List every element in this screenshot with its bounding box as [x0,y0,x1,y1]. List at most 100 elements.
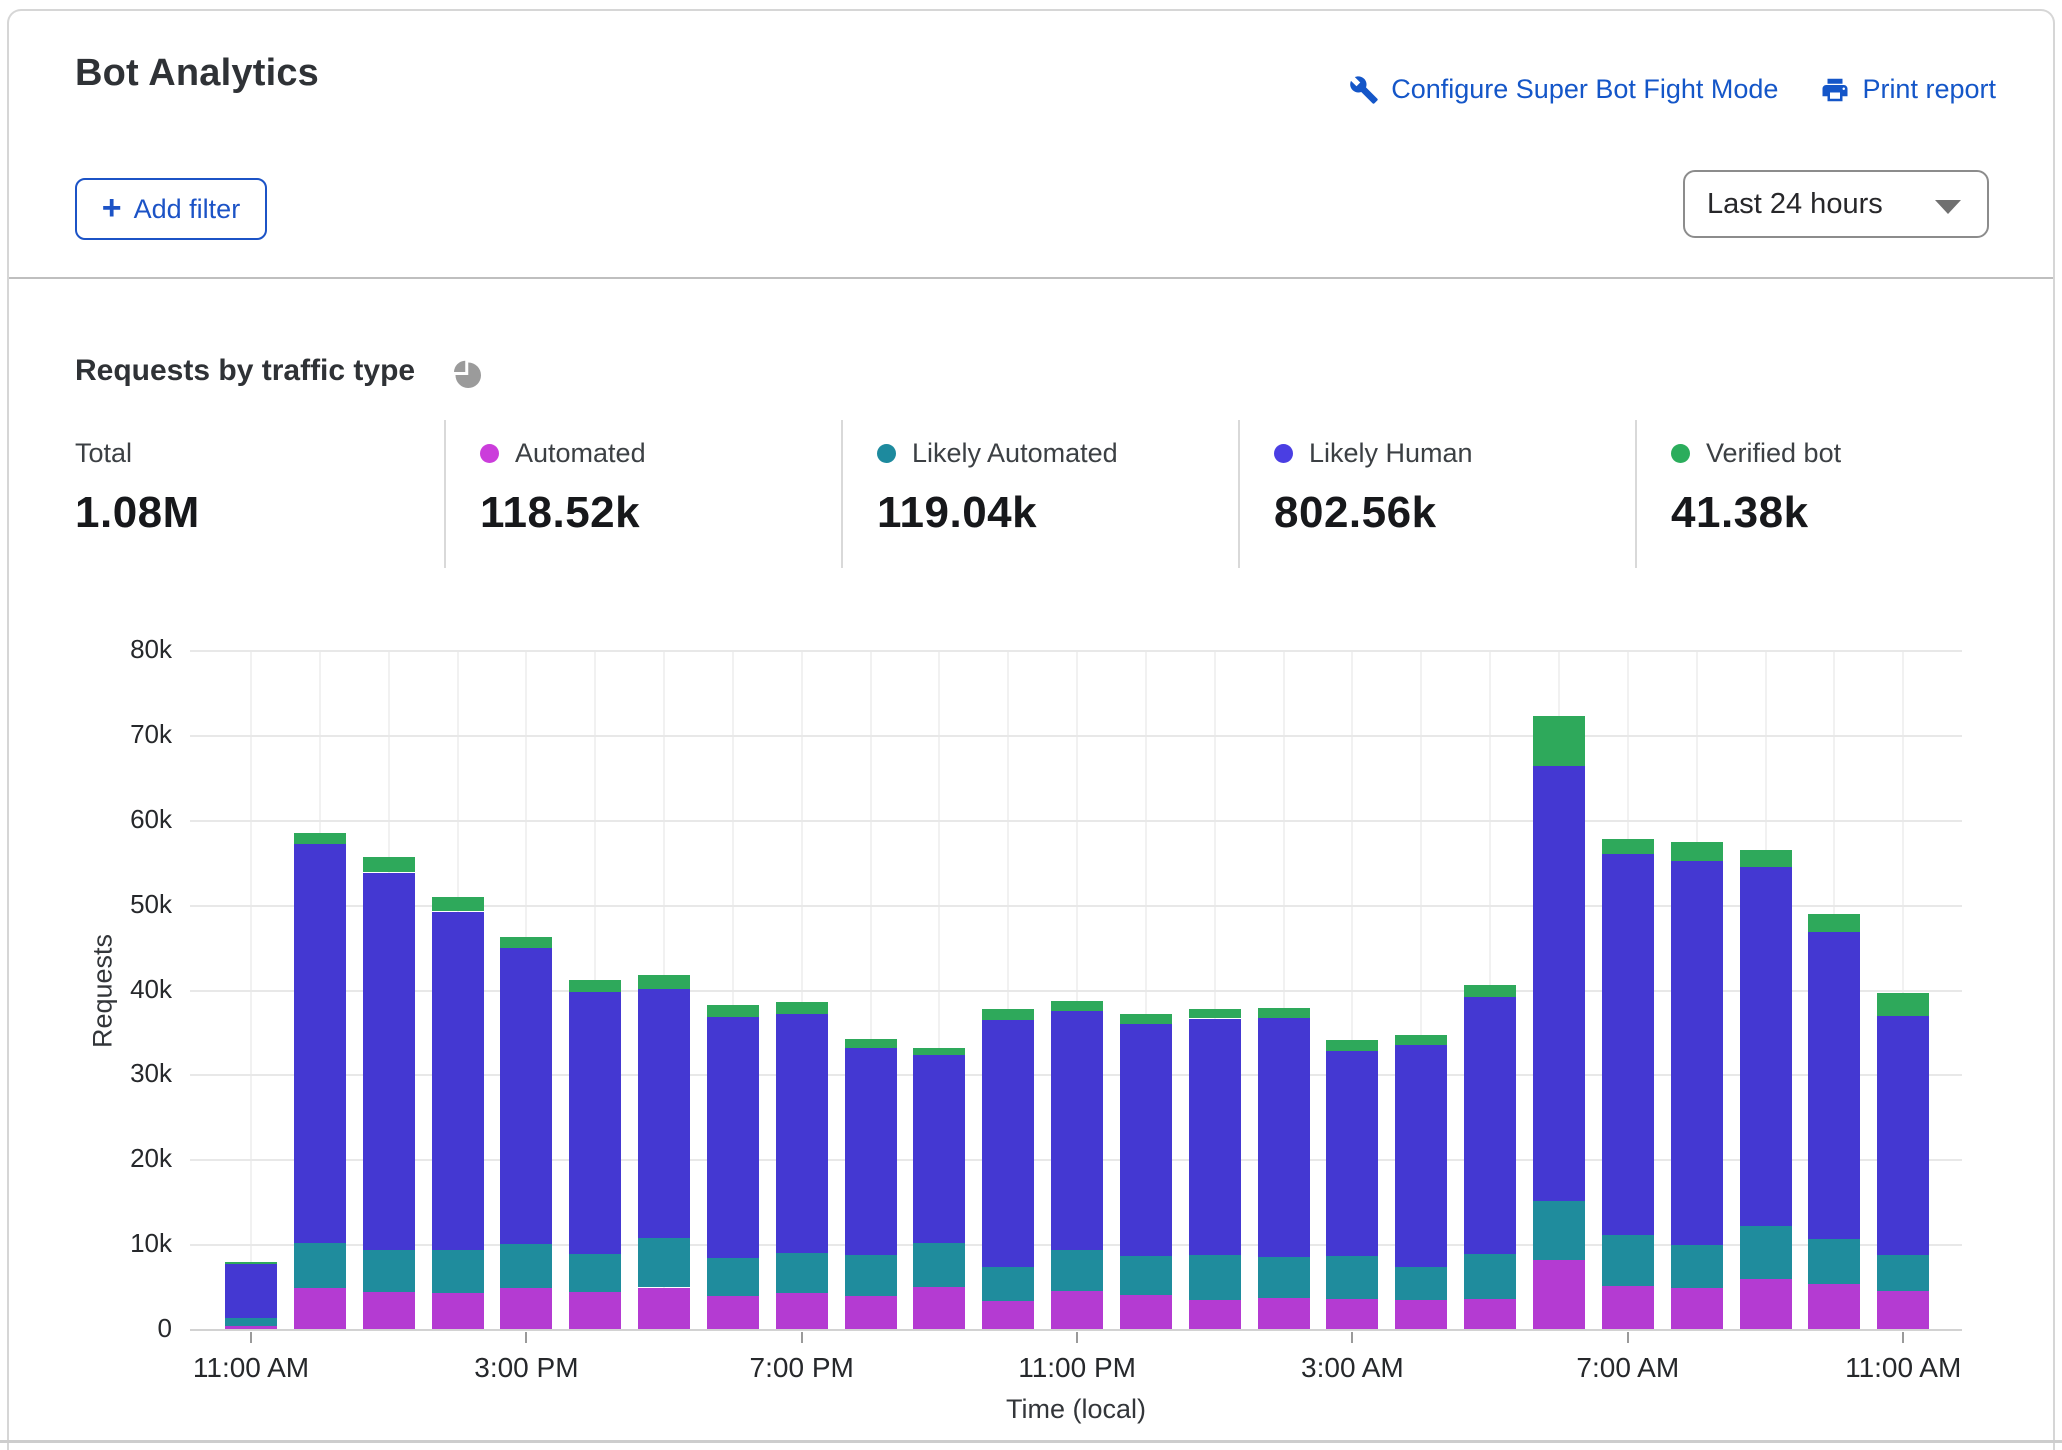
bar-segment-verified-bot[interactable] [1533,715,1585,766]
bar-segment-likely-automated[interactable] [1601,1234,1654,1286]
bar-segment-likely-automated[interactable] [775,1252,828,1293]
bar-segment-verified-bot[interactable] [1188,1009,1241,1019]
bar-segment-verified-bot[interactable] [500,937,553,948]
bar-segment-likely-human[interactable] [1051,1010,1104,1251]
bar-segment-likely-human[interactable] [1326,1050,1379,1257]
bar-segment-likely-automated[interactable] [1739,1225,1792,1280]
bar-segment-likely-human[interactable] [1877,1016,1930,1256]
bar-segment-likely-human[interactable] [775,1014,828,1253]
bar-segment-likely-human[interactable] [1395,1044,1448,1268]
bar-segment-likely-automated[interactable] [1395,1267,1448,1301]
bar-segment-verified-bot[interactable] [1395,1034,1448,1045]
bar-segment-automated[interactable] [1464,1298,1517,1330]
bar-segment-automated[interactable] [775,1292,828,1330]
bar-segment-likely-human[interactable] [431,911,484,1251]
bar-segment-automated[interactable] [1326,1299,1379,1330]
bar-segment-verified-bot[interactable] [1670,842,1723,861]
bar-segment-automated[interactable] [1808,1284,1861,1330]
bar-segment-likely-automated[interactable] [1533,1201,1585,1261]
bar-segment-automated[interactable] [706,1296,759,1330]
bar-segment-likely-automated[interactable] [1326,1256,1379,1300]
bar-segment-automated[interactable] [1601,1285,1654,1330]
bar-segment-verified-bot[interactable] [569,980,622,993]
bar-segment-likely-automated[interactable] [982,1267,1035,1302]
bar-segment-likely-human[interactable] [844,1048,897,1256]
bar-segment-likely-human[interactable] [1670,860,1723,1246]
bar-segment-verified-bot[interactable] [1119,1014,1172,1024]
bar-segment-automated[interactable] [362,1291,415,1330]
bar-segment-likely-human[interactable] [569,992,622,1254]
bar-segment-automated[interactable] [293,1288,346,1330]
bar-segment-automated[interactable] [569,1291,622,1330]
bar-segment-likely-human[interactable] [1808,931,1861,1240]
bar-segment-verified-bot[interactable] [844,1038,897,1049]
configure-super-bot-fight-mode-link[interactable]: Configure Super Bot Fight Mode [1349,74,1778,105]
bar-segment-likely-automated[interactable] [844,1255,897,1296]
bar-segment-likely-human[interactable] [1257,1017,1310,1257]
bar-segment-likely-human[interactable] [913,1055,966,1243]
bar-segment-likely-automated[interactable] [1257,1257,1310,1298]
bar-segment-automated[interactable] [982,1301,1035,1330]
bar-segment-likely-human[interactable] [1119,1023,1172,1257]
bar-segment-automated[interactable] [1877,1291,1930,1330]
bar-segment-verified-bot[interactable] [982,1009,1035,1021]
bar-segment-likely-automated[interactable] [362,1250,415,1292]
bar-segment-verified-bot[interactable] [1877,993,1930,1016]
bar-segment-likely-automated[interactable] [569,1253,622,1292]
bar-segment-verified-bot[interactable] [706,1004,759,1017]
bar-segment-verified-bot[interactable] [1051,1000,1104,1011]
bar-segment-likely-human[interactable] [982,1020,1035,1268]
bar-segment-automated[interactable] [1188,1300,1241,1330]
bar-segment-verified-bot[interactable] [362,857,415,873]
bar-segment-verified-bot[interactable] [1808,914,1861,932]
bar-segment-automated[interactable] [1051,1291,1104,1330]
bar-segment-likely-human[interactable] [362,872,415,1251]
time-range-dropdown[interactable]: Last 24 hours [1683,170,1989,238]
bar-segment-verified-bot[interactable] [1464,984,1517,998]
bar-segment-likely-human[interactable] [638,988,690,1239]
bar-segment-verified-bot[interactable] [1601,838,1654,854]
bar-segment-likely-automated[interactable] [706,1257,759,1297]
bar-segment-likely-human[interactable] [706,1016,759,1258]
bar-segment-likely-automated[interactable] [1877,1255,1930,1291]
bar-segment-verified-bot[interactable] [293,832,346,844]
bar-segment-likely-automated[interactable] [500,1244,553,1289]
bar-segment-automated[interactable] [1739,1279,1792,1330]
add-filter-button[interactable]: + Add filter [75,178,267,240]
bar-segment-likely-human[interactable] [500,948,553,1245]
bar-segment-verified-bot[interactable] [775,1002,828,1015]
bar-segment-verified-bot[interactable] [1257,1008,1310,1018]
bar-segment-likely-human[interactable] [293,843,346,1244]
print-report-link[interactable]: Print report [1820,74,1996,105]
bar-segment-likely-automated[interactable] [1808,1239,1861,1285]
bar-segment-verified-bot[interactable] [225,1262,277,1264]
bar-segment-likely-automated[interactable] [1051,1250,1104,1291]
bar-segment-likely-automated[interactable] [913,1242,966,1287]
bar-segment-verified-bot[interactable] [1739,849,1792,867]
bar-segment-automated[interactable] [431,1292,484,1330]
bar-segment-automated[interactable] [225,1325,277,1330]
bar-segment-likely-automated[interactable] [225,1318,277,1326]
bar-segment-likely-human[interactable] [1533,765,1585,1201]
bar-segment-likely-automated[interactable] [431,1250,484,1293]
bar-segment-verified-bot[interactable] [1326,1039,1379,1051]
bar-segment-automated[interactable] [844,1296,897,1330]
bar-segment-automated[interactable] [1257,1297,1310,1330]
bar-segment-likely-automated[interactable] [1119,1256,1172,1296]
bar-segment-likely-automated[interactable] [293,1243,346,1289]
bar-segment-likely-human[interactable] [1739,866,1792,1226]
bar-segment-automated[interactable] [638,1287,690,1330]
bar-segment-likely-human[interactable] [1188,1018,1241,1256]
bar-segment-verified-bot[interactable] [913,1048,966,1055]
bar-segment-likely-automated[interactable] [1464,1253,1517,1299]
bar-segment-likely-automated[interactable] [1188,1255,1241,1301]
bar-segment-automated[interactable] [1670,1288,1723,1330]
bar-segment-automated[interactable] [913,1286,966,1330]
bar-segment-likely-human[interactable] [1601,853,1654,1235]
bar-segment-verified-bot[interactable] [431,897,484,912]
bar-segment-likely-automated[interactable] [638,1238,690,1288]
bar-segment-likely-human[interactable] [1464,997,1517,1254]
bar-segment-likely-human[interactable] [225,1263,277,1319]
bar-segment-likely-automated[interactable] [1670,1245,1723,1289]
bar-segment-automated[interactable] [1119,1295,1172,1330]
